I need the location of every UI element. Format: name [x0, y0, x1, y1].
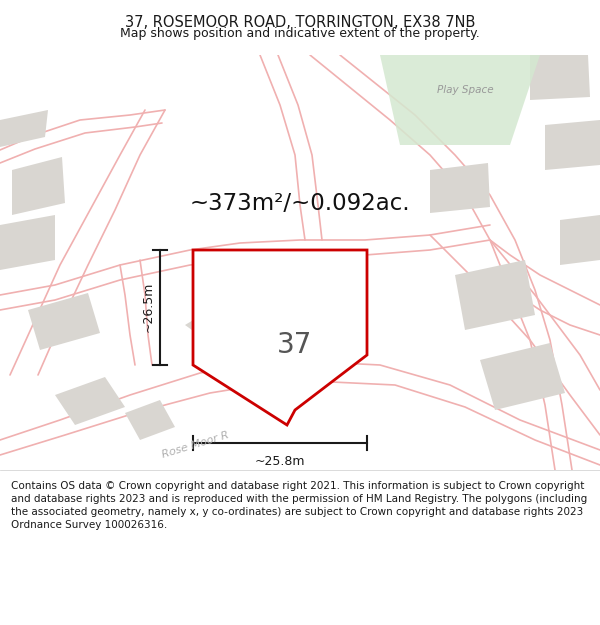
Polygon shape	[480, 343, 565, 410]
Text: Contains OS data © Crown copyright and database right 2021. This information is : Contains OS data © Crown copyright and d…	[11, 481, 587, 531]
Polygon shape	[55, 377, 125, 425]
Polygon shape	[193, 250, 367, 425]
Polygon shape	[185, 298, 265, 350]
Text: ~25.8m: ~25.8m	[255, 455, 305, 468]
Polygon shape	[560, 215, 600, 265]
Text: ~26.5m: ~26.5m	[142, 282, 155, 332]
Polygon shape	[12, 157, 65, 215]
Polygon shape	[28, 293, 100, 350]
Polygon shape	[455, 260, 535, 330]
Text: Play Space: Play Space	[437, 85, 493, 95]
Polygon shape	[380, 55, 540, 145]
Polygon shape	[545, 120, 600, 170]
Text: ~373m²/~0.092ac.: ~373m²/~0.092ac.	[190, 191, 410, 214]
Polygon shape	[125, 400, 175, 440]
Polygon shape	[0, 215, 55, 270]
Polygon shape	[530, 55, 590, 100]
Text: 37, ROSEMOOR ROAD, TORRINGTON, EX38 7NB: 37, ROSEMOOR ROAD, TORRINGTON, EX38 7NB	[125, 16, 475, 31]
Text: Map shows position and indicative extent of the property.: Map shows position and indicative extent…	[120, 27, 480, 39]
Polygon shape	[0, 110, 48, 147]
Text: 37: 37	[277, 331, 313, 359]
Text: Rose Moor R: Rose Moor R	[160, 430, 230, 460]
Polygon shape	[235, 335, 315, 385]
Polygon shape	[430, 163, 490, 213]
